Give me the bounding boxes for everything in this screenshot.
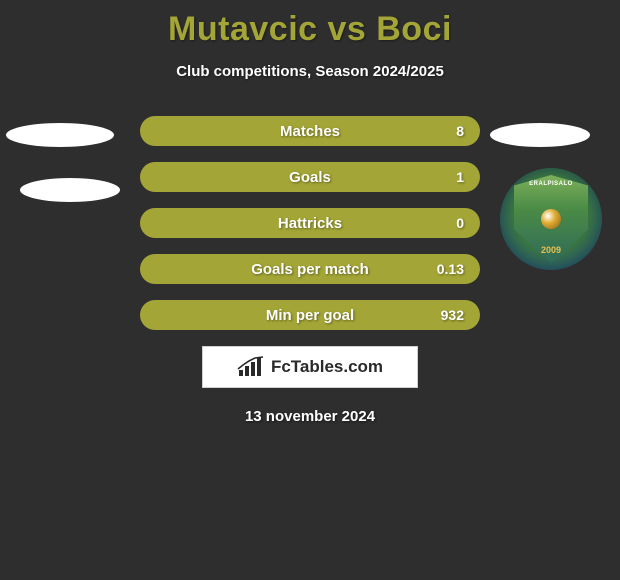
stat-label: Goals	[289, 169, 331, 186]
stat-label: Min per goal	[266, 307, 354, 324]
stat-row-gpm: Goals per match 0.13	[140, 254, 480, 284]
page-title: Mutavcic vs Boci	[0, 0, 620, 49]
logo-box: FcTables.com	[202, 346, 418, 388]
stat-label: Hattricks	[278, 215, 342, 232]
logo-text: FcTables.com	[271, 357, 383, 377]
stats-container: Matches 8 Goals 1 Hattricks 0 Goals per …	[0, 116, 620, 330]
stat-row-goals: Goals 1	[140, 162, 480, 192]
stat-value-right: 932	[441, 307, 464, 323]
chart-icon	[237, 356, 265, 378]
stat-value-right: 1	[456, 169, 464, 185]
date-text: 13 november 2024	[0, 408, 620, 425]
stat-label: Goals per match	[251, 261, 369, 278]
stat-value-right: 0	[456, 215, 464, 231]
stat-label: Matches	[280, 123, 340, 140]
stat-value-right: 0.13	[437, 261, 464, 277]
stat-row-hattricks: Hattricks 0	[140, 208, 480, 238]
stat-row-mpg: Min per goal 932	[140, 300, 480, 330]
subtitle: Club competitions, Season 2024/2025	[0, 63, 620, 80]
stat-row-matches: Matches 8	[140, 116, 480, 146]
stat-value-right: 8	[456, 123, 464, 139]
